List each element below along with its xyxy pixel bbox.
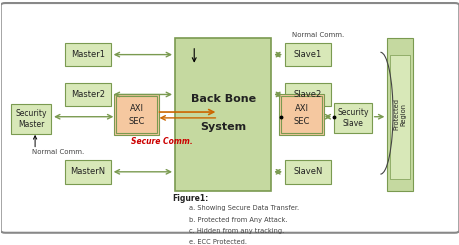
Text: SEC: SEC (128, 117, 144, 126)
FancyBboxPatch shape (285, 43, 330, 66)
Text: a. Showing Secure Data Transfer.: a. Showing Secure Data Transfer. (188, 205, 298, 211)
Text: Master2: Master2 (71, 90, 105, 99)
Text: Normal Comm.: Normal Comm. (291, 32, 343, 38)
Text: Master1: Master1 (71, 50, 105, 59)
FancyBboxPatch shape (386, 38, 412, 191)
FancyBboxPatch shape (65, 83, 111, 106)
Text: Secure Comm.: Secure Comm. (131, 137, 193, 146)
FancyBboxPatch shape (285, 160, 330, 184)
Text: SlaveN: SlaveN (293, 167, 322, 176)
Text: SEC: SEC (293, 117, 309, 126)
FancyBboxPatch shape (281, 96, 321, 133)
Text: AXI: AXI (129, 104, 143, 113)
Text: Back Bone: Back Bone (190, 94, 255, 104)
FancyBboxPatch shape (11, 104, 51, 134)
FancyBboxPatch shape (285, 83, 330, 106)
FancyBboxPatch shape (65, 160, 111, 184)
FancyBboxPatch shape (65, 43, 111, 66)
Text: e. ECC Protected.: e. ECC Protected. (188, 239, 246, 245)
Text: Normal Comm.: Normal Comm. (32, 149, 84, 155)
Text: Figure1:: Figure1: (172, 194, 208, 203)
Text: b. Protected from Any Attack.: b. Protected from Any Attack. (188, 217, 286, 222)
Text: Slave2: Slave2 (293, 90, 321, 99)
FancyBboxPatch shape (1, 3, 458, 233)
FancyBboxPatch shape (389, 55, 409, 179)
Text: MasterN: MasterN (70, 167, 105, 176)
Text: c. Hidden from any tracking.: c. Hidden from any tracking. (188, 228, 283, 234)
Text: Security
Slave: Security Slave (336, 108, 368, 128)
Text: Security
Master: Security Master (15, 109, 47, 129)
FancyBboxPatch shape (116, 96, 156, 133)
Text: AXI: AXI (294, 104, 308, 113)
FancyBboxPatch shape (174, 38, 271, 191)
Text: Protected
Region: Protected Region (392, 98, 406, 130)
Text: System: System (200, 122, 246, 132)
Text: Slave1: Slave1 (293, 50, 321, 59)
FancyBboxPatch shape (333, 103, 371, 133)
FancyBboxPatch shape (113, 94, 159, 135)
FancyBboxPatch shape (278, 94, 324, 135)
